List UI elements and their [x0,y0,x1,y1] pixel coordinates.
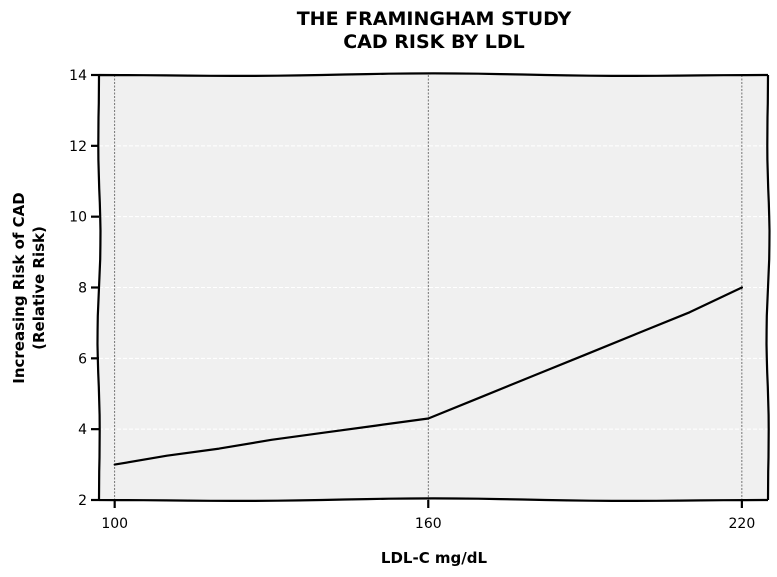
x-axis-label: LDL-C mg/dL [381,549,488,567]
axis-ticks: 2 4 6 8 10 12 14 100 160 220 [69,68,755,532]
x-tick-label-0: 100 [101,516,128,532]
y-axis-label-line-1: Increasing Risk of CAD [10,192,28,384]
y-tick-label-6: 14 [69,68,87,84]
y-tick-label-2: 6 [78,351,87,367]
series-group [113,286,743,466]
x-tick-label-1: 160 [415,516,442,532]
grid-lines [99,75,768,500]
y-axis-label-line-2: (Relative Risk) [30,226,48,350]
y-tick-label-3: 8 [78,281,87,297]
chart-title-line-1: THE FRAMINGHAM STUDY [297,8,572,30]
series-line-0 [113,286,743,466]
x-tick-label-2: 220 [729,516,756,532]
y-tick-label-4: 10 [69,210,87,226]
y-tick-label-0: 2 [78,493,87,509]
y-tick-label-5: 12 [69,139,87,155]
y-axis-label: Increasing Risk of CAD (Relative Risk) [10,192,48,384]
chart-title-line-2: CAD RISK BY LDL [343,31,525,53]
plot-background [99,75,768,500]
y-tick-label-1: 4 [78,422,87,438]
plot-frame [96,72,771,502]
